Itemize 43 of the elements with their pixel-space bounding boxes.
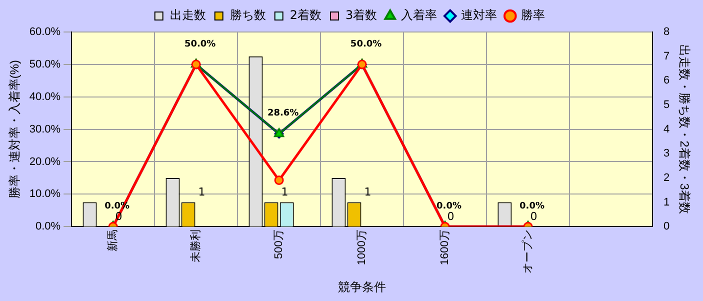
y-tick-label: 0.0% xyxy=(36,220,61,233)
point xyxy=(274,175,284,185)
legend-label: 勝率 xyxy=(521,8,546,22)
data-label: 0 xyxy=(447,210,454,223)
legend-label: 2着数 xyxy=(290,8,322,22)
y2-tick-label: 7 xyxy=(663,50,670,62)
y2-tick-label: 3 xyxy=(663,148,670,160)
x-axis-title: 競争条件 xyxy=(338,280,386,294)
x-tick-label: 新馬 xyxy=(106,230,120,252)
x-tick-label: 1600万 xyxy=(439,230,452,266)
y2-tick-label: 5 xyxy=(663,99,670,112)
y2-tick-label: 4 xyxy=(663,123,670,136)
y-tick-label: 60.0% xyxy=(29,26,61,38)
x-tick-label: 500万 xyxy=(273,230,286,259)
data-label: 1 xyxy=(364,186,372,199)
x-tick-label: オープン xyxy=(521,230,534,274)
legend-label: 入着率 xyxy=(401,8,438,22)
y-tick-label: 10.0% xyxy=(29,188,61,200)
y-tick-label: 50.0% xyxy=(29,58,61,70)
data-label: 0.0% xyxy=(436,201,462,212)
y-tick-label: 40.0% xyxy=(29,90,61,103)
data-label: 0 xyxy=(530,210,538,223)
y2-tick-label: 2 xyxy=(663,172,670,184)
legend-label: 出走数 xyxy=(170,8,206,22)
x-tick-label: 1000万 xyxy=(356,230,368,266)
data-label: 50.0% xyxy=(184,39,216,50)
y2-tick-label: 8 xyxy=(663,26,670,38)
legend-label: 3着数 xyxy=(346,8,378,22)
y-tick-label: 30.0% xyxy=(29,123,61,136)
y2-axis-title: 出走数・勝ち数・2着数・3着数 xyxy=(677,44,692,214)
data-label: 1 xyxy=(281,186,288,199)
y-axis-title: 勝率・連対率・入着率(%) xyxy=(8,60,22,199)
data-label: 28.6% xyxy=(267,108,299,119)
legend-label: 連対率 xyxy=(461,8,498,22)
y2-tick-label: 6 xyxy=(663,74,670,87)
y2-tick-label: 1 xyxy=(663,196,670,208)
y-tick-label: 20.0% xyxy=(29,156,61,168)
data-label: 0.0% xyxy=(520,201,544,212)
legend-label: 勝ち数 xyxy=(230,8,266,22)
x-tick-label: 未勝利 xyxy=(189,230,202,263)
y2-tick-label: 0 xyxy=(663,220,670,233)
data-label: 50.0% xyxy=(350,39,382,50)
data-label: 1 xyxy=(198,186,206,199)
